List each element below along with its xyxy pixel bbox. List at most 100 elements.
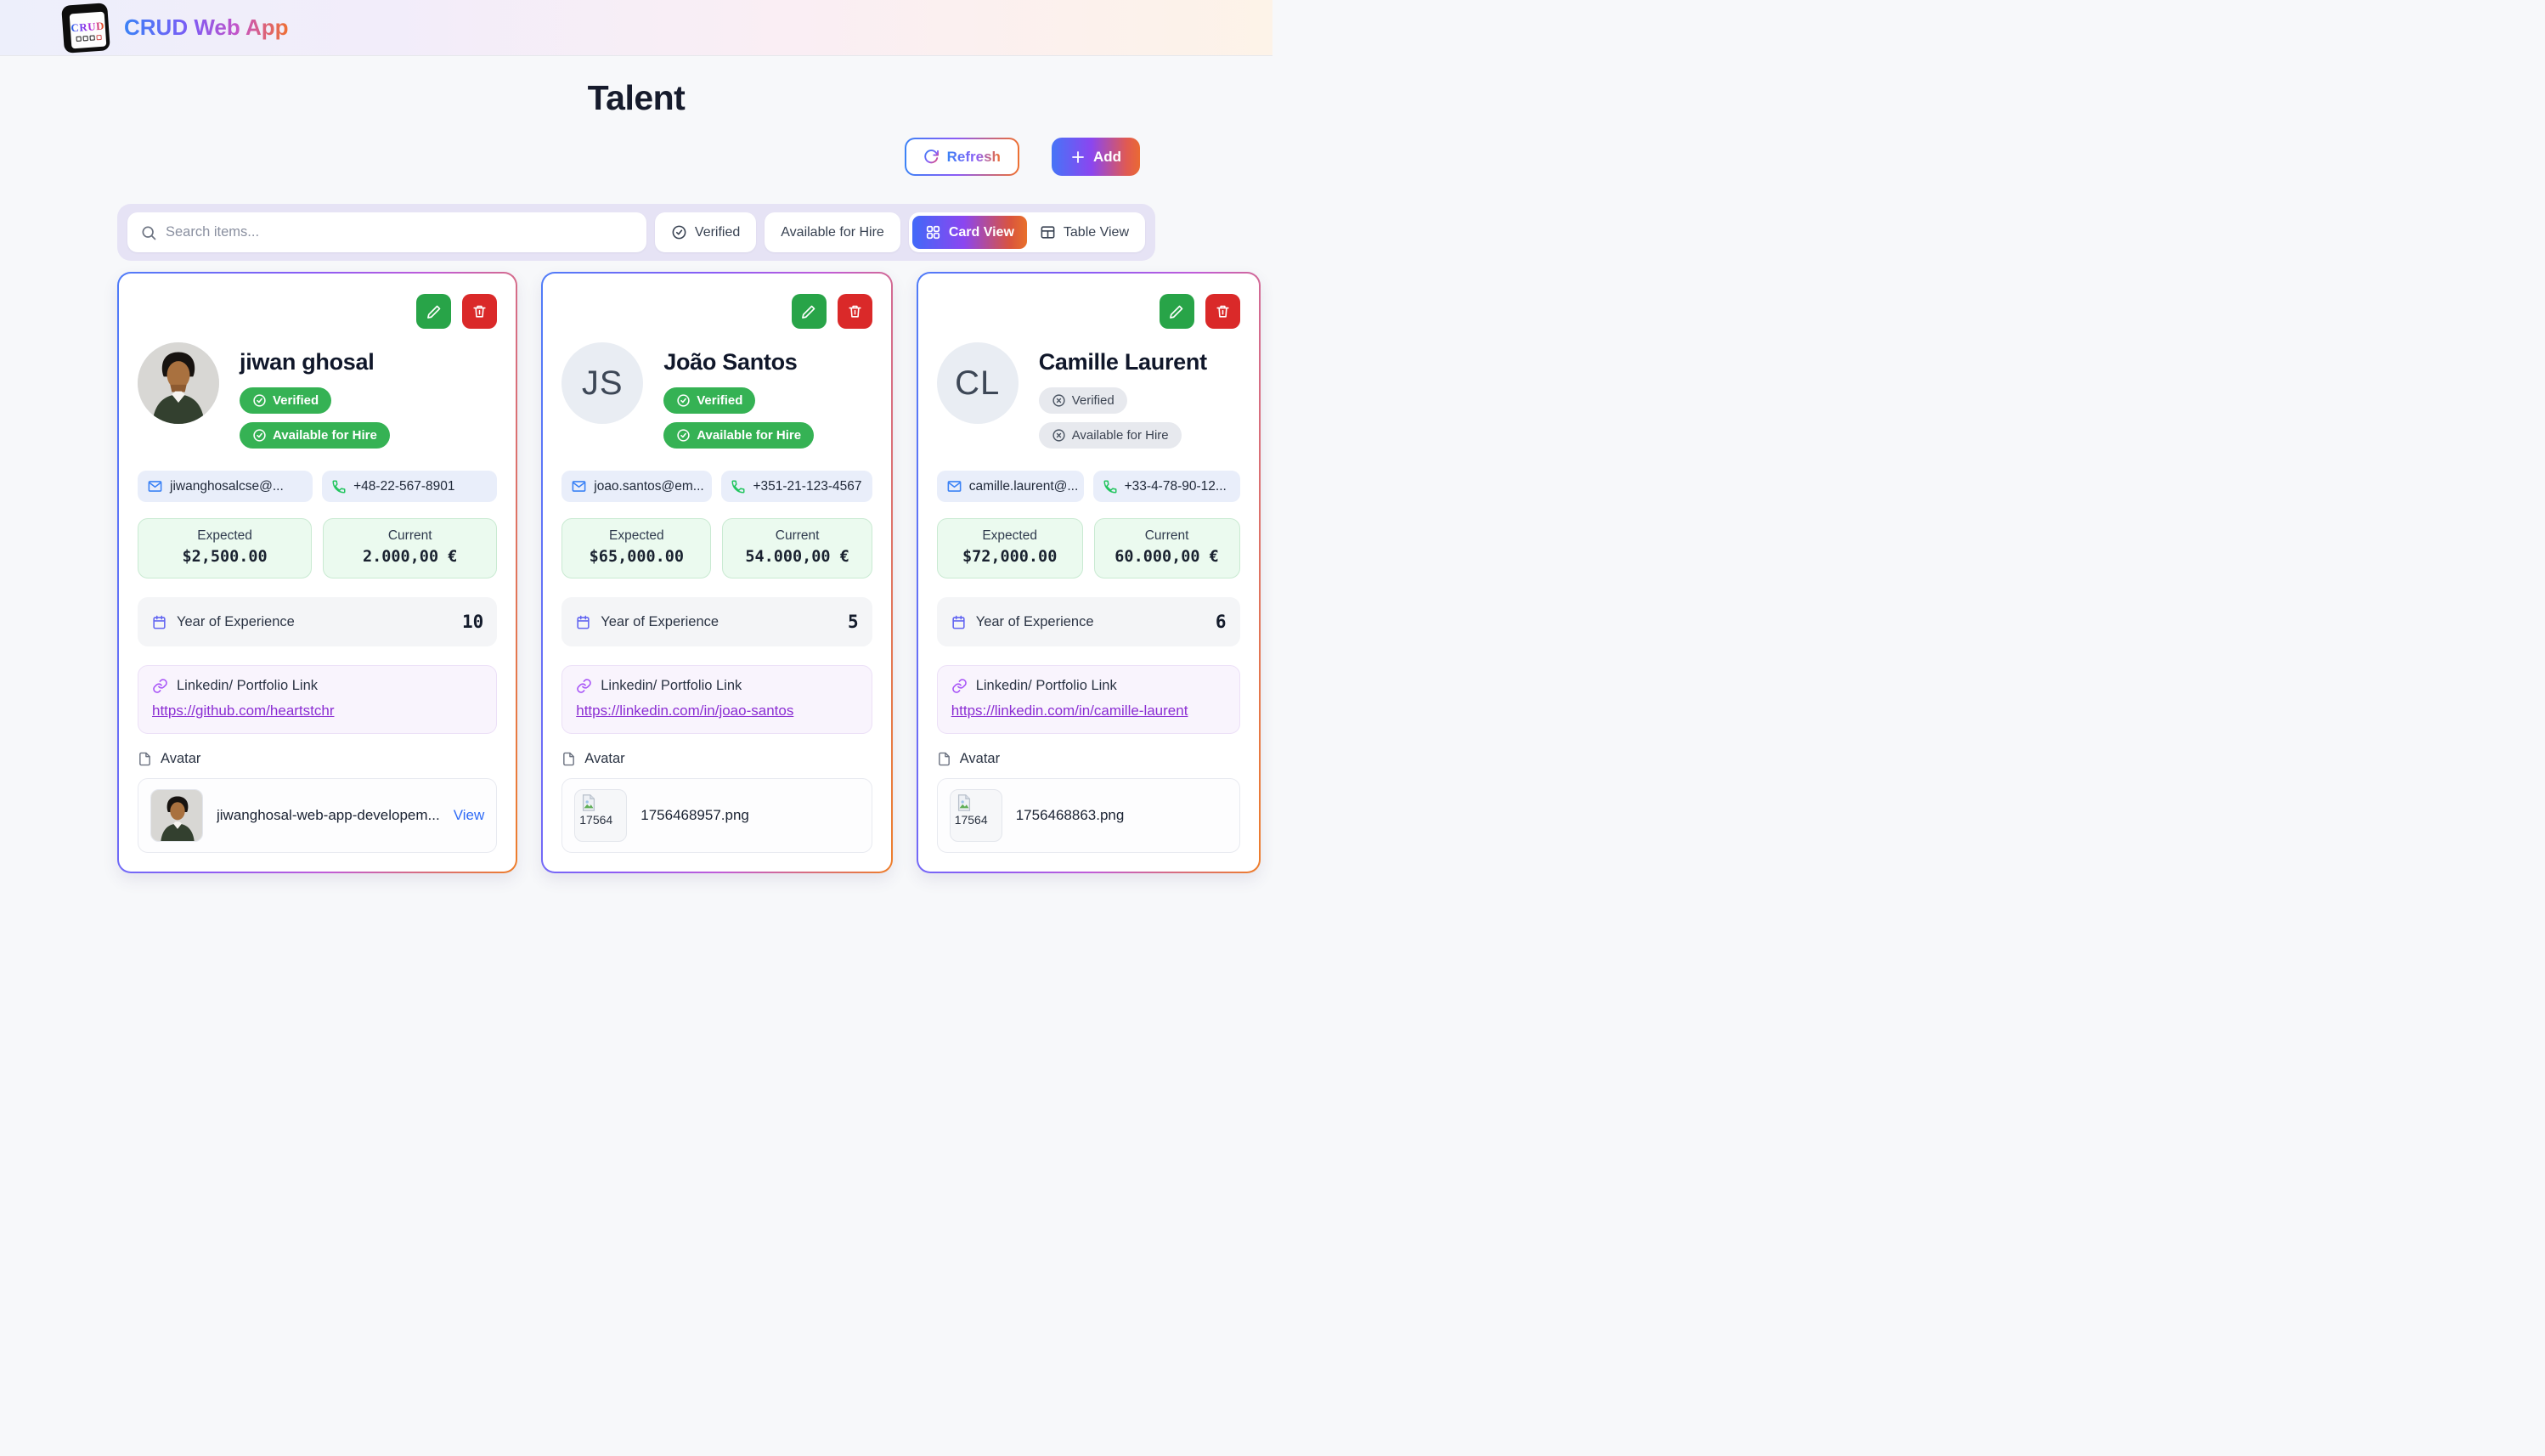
page-title: Talent [587,78,686,117]
refresh-label: Refresh [946,148,1001,165]
pencil-icon [800,303,817,320]
person-name: João Santos [663,349,798,375]
avatar-section-label: Avatar [561,751,872,767]
calendar-icon [951,614,967,630]
check-circle-icon [252,393,267,408]
person-name: Camille Laurent [1038,349,1207,375]
current-salary: Current 2.000,00 € [323,518,498,578]
plus-icon [1070,150,1086,165]
mail-icon [147,478,163,494]
add-label: Add [1092,148,1121,165]
avatar-photo [138,342,219,424]
x-circle-icon [1052,393,1066,408]
table-view-button[interactable]: Table View [1027,216,1142,249]
expected-salary: Expected $65,000.00 [561,518,712,578]
expected-salary: Expected $2,500.00 [138,518,313,578]
portfolio-link[interactable]: https://github.com/heartstchr [152,703,335,719]
grid-icon [925,224,941,240]
app-logo: CRUD [61,2,110,54]
search-input[interactable] [166,224,634,240]
refresh-icon [923,149,940,165]
edit-button[interactable] [791,294,827,329]
phone-icon [731,479,746,494]
phone-chip: +33-4-78-90-12... [1092,471,1240,502]
pencil-icon [1168,303,1185,320]
check-circle-icon [252,428,267,443]
page-actions: Refresh Add [117,138,1155,176]
file-icon [138,752,152,766]
portfolio-link-box: Linkedin/ Portfolio Link https://github.… [138,665,498,734]
avatar-file-row: 17564 1756468863.png [936,778,1240,853]
delete-button[interactable] [837,294,872,329]
experience-row: Year of Experience 5 [561,597,872,646]
current-salary: Current 54.000,00 € [722,518,872,578]
pencil-icon [426,303,443,320]
table-icon [1040,224,1056,240]
talent-card: JS João Santos Verified Available for Hi… [541,272,893,873]
email-chip: joao.santos@em... [561,471,713,502]
mail-icon [946,478,962,494]
available-badge: Available for Hire [240,422,390,449]
delete-button[interactable] [462,294,498,329]
avatar-file-row: jiwanghosal-web-app-developem... View [138,778,498,853]
table-view-label: Table View [1063,224,1129,240]
experience-row: Year of Experience 6 [936,597,1240,646]
app-header: CRUD CRUD Web App [0,0,1272,56]
talent-card: CL Camille Laurent Verified Available fo… [916,272,1261,873]
verified-badge: Verified [663,387,756,414]
filter-verified-button[interactable]: Verified [654,212,757,252]
verified-badge: Verified [240,387,332,414]
phone-chip: +351-21-123-4567 [721,471,872,502]
available-badge: Available for Hire [663,422,815,449]
file-icon [561,752,576,766]
portfolio-link-box: Linkedin/ Portfolio Link https://linkedi… [936,665,1240,734]
link-icon [152,678,168,694]
expected-salary: Expected $72,000.00 [936,518,1083,578]
edit-button[interactable] [1159,294,1194,329]
broken-image-thumbnail: 17564 [949,789,1002,842]
card-view-label: Card View [948,224,1014,240]
check-circle-icon [671,224,687,240]
mail-icon [571,478,587,494]
person-name: jiwan ghosal [240,349,375,375]
delete-button[interactable] [1205,294,1240,329]
filter-available-button[interactable]: Available for Hire [765,212,900,252]
card-view-button[interactable]: Card View [911,216,1027,249]
avatar-file-row: 17564 1756468957.png [561,778,872,853]
refresh-button[interactable]: Refresh [904,138,1019,176]
link-icon [951,678,968,694]
edit-button[interactable] [416,294,452,329]
calendar-icon [575,614,591,630]
filter-verified-label: Verified [694,224,741,240]
phone-icon [1103,479,1118,494]
logo-mini-icons [75,33,102,42]
link-icon [576,678,592,694]
filter-available-label: Available for Hire [781,224,884,240]
experience-row: Year of Experience 10 [138,597,498,646]
search-icon [140,224,157,241]
check-circle-icon [676,393,691,408]
avatar-initials: JS [561,342,644,424]
logo-text: CRUD [70,18,105,34]
file-name: jiwanghosal-web-app-developem... [217,807,440,823]
view-toggle: Card View Table View [908,212,1145,252]
app-title: CRUD Web App [124,14,289,40]
portfolio-link[interactable]: https://linkedin.com/in/joao-santos [576,703,794,719]
add-button[interactable]: Add [1051,138,1140,176]
toolbar: Verified Available for Hire Card View Ta… [117,204,1155,261]
avatar-initials: CL [936,342,1019,424]
check-circle-icon [676,428,691,443]
portfolio-link[interactable]: https://linkedin.com/in/camille-laurent [951,703,1188,719]
talent-card-grid: jiwan ghosal Verified Available for Hire [117,272,1261,873]
current-salary: Current 60.000,00 € [1093,518,1240,578]
trash-icon [471,303,488,319]
search-box[interactable] [127,212,646,252]
file-name: 1756468863.png [1015,807,1125,823]
avatar-section-label: Avatar [937,751,1240,767]
email-chip: camille.laurent@... [936,471,1084,502]
file-view-link[interactable]: View [453,807,485,823]
broken-image-thumbnail: 17564 [574,789,628,842]
broken-image-icon [955,793,1002,812]
file-thumbnail [150,789,203,842]
email-chip: jiwanghosalcse@... [138,471,313,502]
